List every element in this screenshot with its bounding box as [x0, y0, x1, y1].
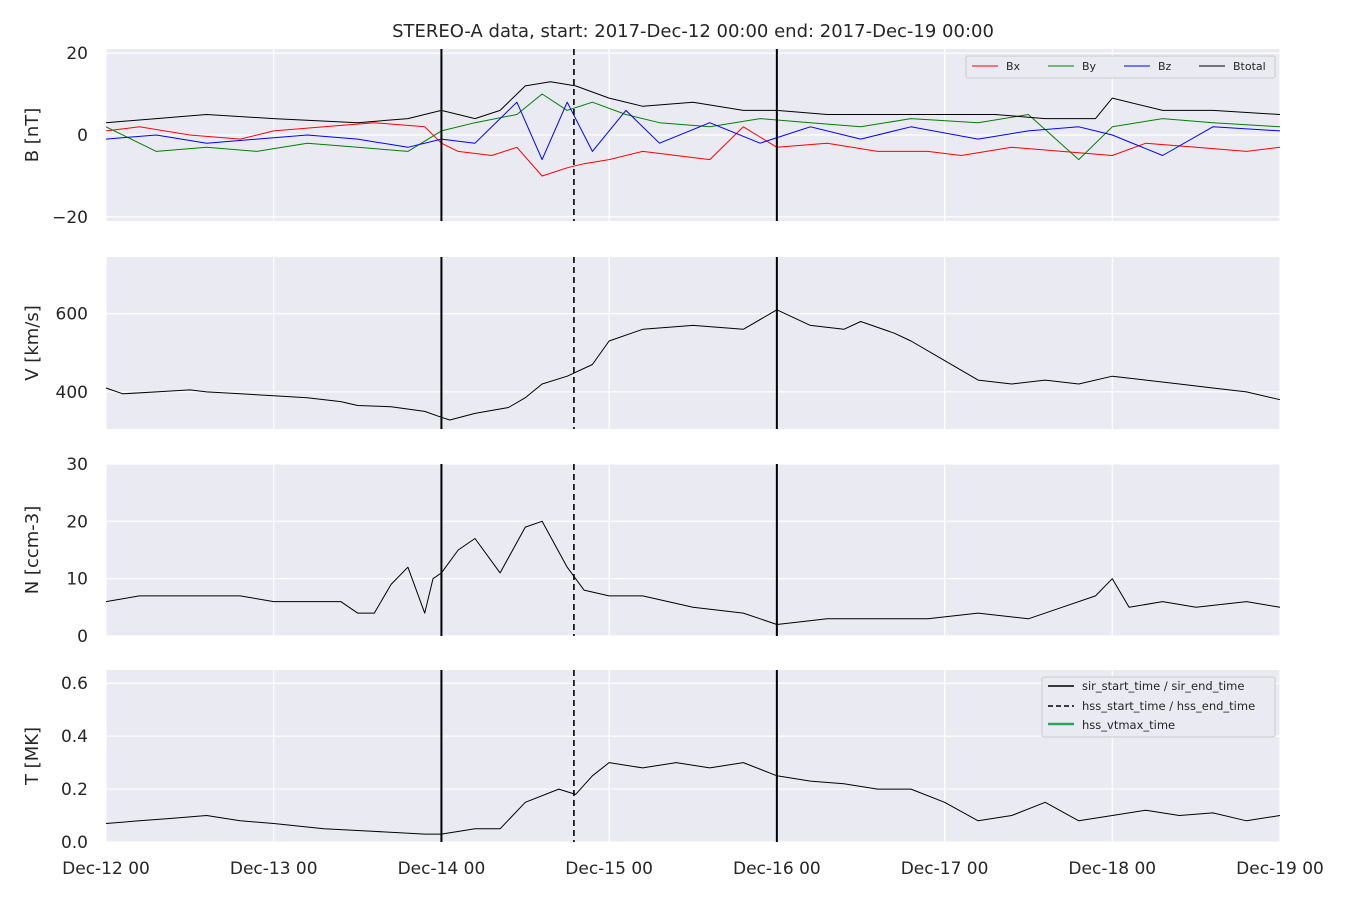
b-ytick-label-0: 20 [66, 44, 88, 64]
n-ylabel: N [ccm-3] [22, 506, 43, 595]
n-ytick-label-2: 20 [66, 512, 88, 532]
b-series-by [105, 93, 1281, 161]
v-plot-area [106, 257, 1280, 429]
legend-label-btotal: Btotal [1233, 60, 1266, 73]
xtick-label-6: Dec-18 00 [1068, 859, 1156, 879]
xtick-label-7: Dec-19 00 [1236, 859, 1324, 879]
xtick-label-2: Dec-14 00 [398, 859, 486, 879]
figure-title: STEREO-A data, start: 2017-Dec-12 00:00 … [392, 21, 994, 42]
xtick-label-0: Dec-12 00 [62, 859, 150, 879]
xtick-label-5: Dec-17 00 [901, 859, 989, 879]
b-series-bx [105, 122, 1281, 177]
legend-label-vtmax: hss_vtmax_time [1082, 718, 1175, 732]
t-legend-frame [1041, 676, 1276, 738]
legend-label-sir: sir_start_time / sir_end_time [1082, 679, 1244, 693]
x-axis: Dec-12 00 Dec-13 00 Dec-14 00 Dec-15 00 Dec-… [62, 859, 1324, 879]
t-series-line-0 [105, 762, 1281, 835]
t-ytick-label-0: 0.0 [61, 833, 88, 853]
t-legend: sir_start_time / sir_end_time hss_start_… [1041, 676, 1276, 738]
legend-label-by: By [1082, 60, 1097, 73]
n-ytick-label-0: 0 [77, 627, 88, 647]
b-legend-frame [965, 55, 1276, 79]
legend-label-bz: Bz [1158, 60, 1172, 73]
density-panel: 0 10 20 30 N [ccm-3] [22, 455, 1281, 647]
n-ytick-label-1: 10 [66, 570, 88, 590]
v-ytick-label-0: 400 [56, 383, 88, 403]
b-ylabel: B [nT] [22, 108, 43, 163]
t-ytick-label-2: 0.4 [61, 727, 88, 747]
t-ytick-label-1: 0.2 [61, 780, 88, 800]
v-ytick-label-1: 600 [56, 305, 88, 325]
n-plot-area [106, 464, 1280, 636]
v-series-line-0 [105, 309, 1281, 421]
xtick-label-4: Dec-16 00 [733, 859, 821, 879]
t-ytick-label-3: 0.6 [61, 674, 88, 694]
b-series-btotal [105, 81, 1281, 124]
n-series-line-0 [105, 520, 1281, 625]
legend-label-bx: Bx [1006, 60, 1021, 73]
b-ytick-label-1: 0 [77, 126, 88, 146]
xtick-label-3: Dec-15 00 [565, 859, 653, 879]
velocity-panel: 400 600 V [km/s] [22, 257, 1281, 429]
v-ylabel: V [km/s] [22, 305, 43, 380]
b-legend: Bx By Bz Btotal [965, 55, 1276, 79]
t-ylabel: T [MK] [22, 727, 43, 786]
xtick-label-1: Dec-13 00 [230, 859, 318, 879]
b-ytick-label-2: −20 [52, 208, 88, 228]
b-series-bz [105, 101, 1281, 161]
legend-label-hss: hss_start_time / hss_end_time [1082, 699, 1255, 713]
n-ytick-label-3: 30 [66, 455, 88, 475]
